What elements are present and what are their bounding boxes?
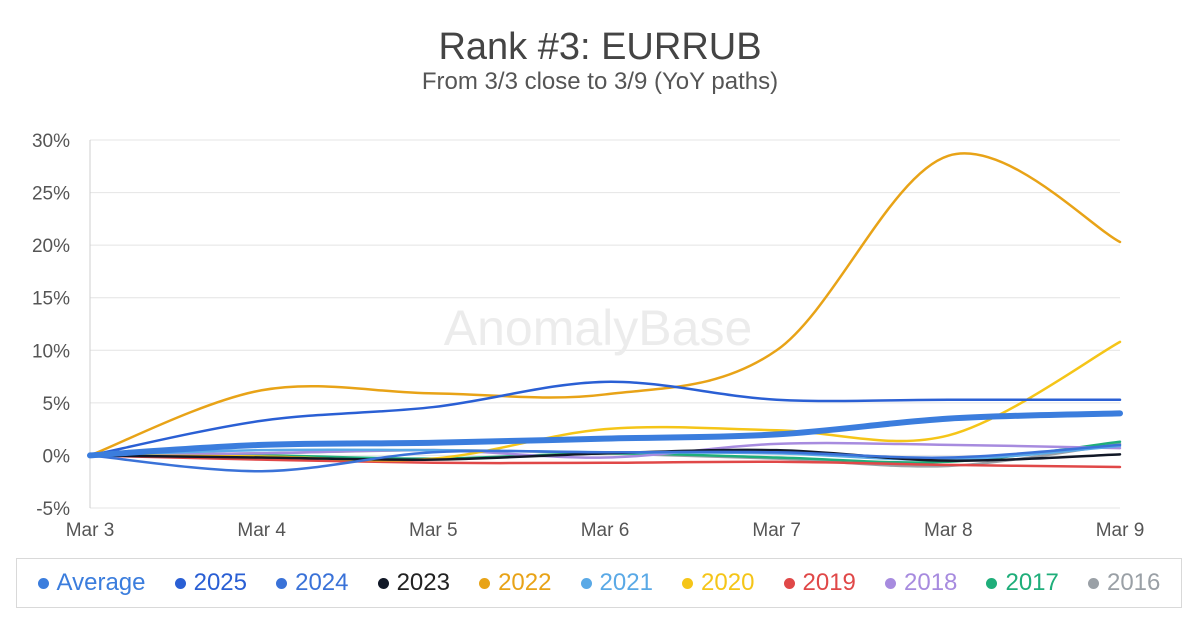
x-tick-label: Mar 9 [1096, 520, 1145, 541]
legend-label: 2021 [599, 569, 653, 596]
series-line-2025 [88, 380, 1122, 457]
legend-item-2016[interactable]: 2016 [1087, 569, 1161, 597]
legend-item-2017[interactable]: 2017 [986, 569, 1059, 597]
legend-marker [885, 577, 896, 589]
legend-marker [479, 577, 491, 589]
legend-item-2019[interactable]: 2019 [783, 569, 856, 597]
legend-item-2021[interactable]: 2021 [580, 569, 653, 597]
axis-labels: 30% 25% 20% 15% 10% 5% 0% -5%Mar 3 Mar 4 Mar 5 Mar… [32, 131, 1144, 541]
y-tick-label: 20% [32, 236, 70, 257]
legend-item-2025[interactable]: 2025 [174, 569, 247, 597]
legend-label: 2018 [904, 569, 958, 596]
legend-marker [783, 577, 795, 589]
legend-label: Average [56, 569, 146, 596]
legend-item-2022[interactable]: 2022 [479, 569, 551, 597]
legend-marker [682, 577, 694, 589]
line-chart: AnomalyBase 30% 25% 20% 15% 10% 5% 0% -5%Mar 3 M… [32, 131, 1144, 541]
x-tick-label: Mar 6 [581, 520, 630, 541]
legend-marker [174, 577, 186, 589]
legend-item-2020[interactable]: 2020 [682, 569, 754, 597]
x-tick-label: Mar 4 [237, 520, 286, 541]
chart-title: Rank #3: EURRUB [438, 26, 762, 68]
legend-label: 2022 [498, 569, 552, 596]
grid-lines [89, 139, 1120, 509]
legend: Average 2025 2024 2023 2022 2021 2020 2019 2018 2… [16, 558, 1182, 608]
x-tick-label: Mar 7 [752, 520, 801, 541]
x-tick-label: Mar 5 [409, 520, 458, 541]
series-line-2022 [88, 152, 1122, 457]
watermark: AnomalyBase [444, 300, 753, 356]
legend-marker [1087, 577, 1099, 589]
y-tick-label: 10% [32, 341, 70, 362]
legend-item-2023[interactable]: 2023 [377, 569, 450, 597]
series-lines [87, 152, 1123, 473]
series-line-2018 [88, 441, 1122, 459]
series-line-2020 [88, 340, 1122, 462]
legend-marker [580, 577, 592, 589]
chart-subtitle: From 3/3 close to 3/9 (YoY paths) [421, 68, 779, 95]
x-tick-label: Mar 3 [66, 520, 115, 541]
x-tick-label: Mar 8 [924, 520, 973, 541]
legend-label: 2020 [701, 569, 755, 596]
y-tick-label: -5% [36, 499, 70, 520]
series-line-average [87, 410, 1123, 459]
legend-label: 2017 [1005, 569, 1059, 596]
legend-label: 2016 [1106, 569, 1161, 596]
legend-marker [276, 577, 288, 589]
legend-label: 2023 [396, 569, 450, 596]
legend-marker [37, 577, 49, 589]
y-tick-label: 15% [32, 289, 70, 310]
legend-item-2018[interactable]: 2018 [885, 569, 957, 597]
series-line-2019 [88, 454, 1122, 469]
legend-item-2024[interactable]: 2024 [276, 569, 348, 597]
y-tick-label: 5% [43, 394, 71, 415]
y-tick-label: 0% [43, 446, 71, 467]
series-line-2024 [88, 443, 1122, 473]
y-tick-label: 30% [32, 131, 70, 152]
legend-label: 2024 [295, 569, 349, 596]
legend-marker [377, 577, 389, 589]
legend-marker [986, 577, 998, 589]
y-tick-label: 25% [32, 184, 70, 205]
legend-label: 2025 [193, 569, 247, 596]
legend-label: 2019 [802, 569, 856, 596]
legend-item-average[interactable]: Average [37, 569, 146, 597]
